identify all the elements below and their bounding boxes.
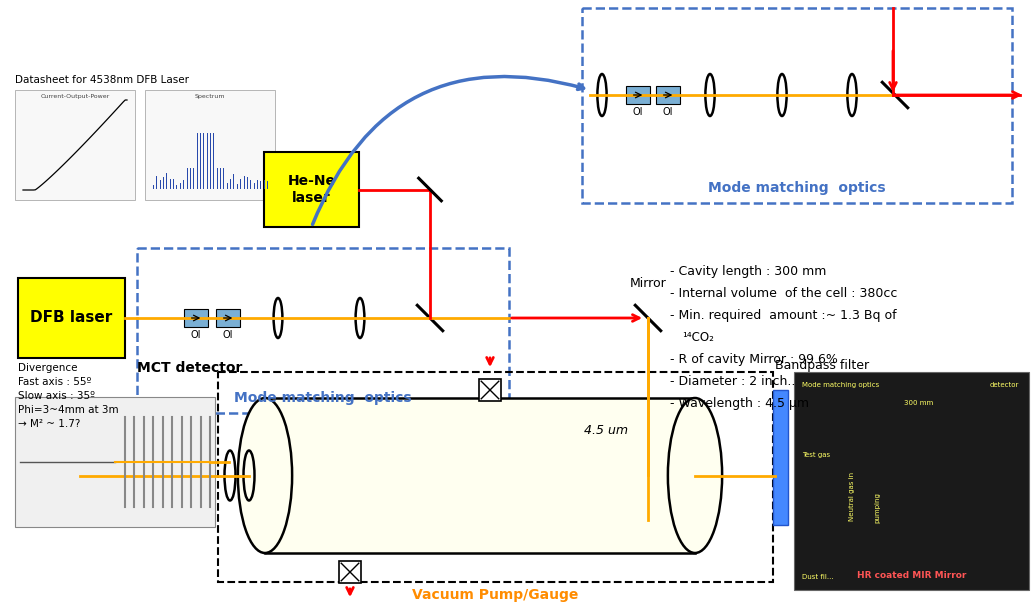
Text: - Diameter : 2 inch..: - Diameter : 2 inch.. [670, 375, 795, 388]
Bar [265, 398, 695, 553]
Bar [16, 397, 215, 527]
Text: - Internal volume  of the cell : 380cc: - Internal volume of the cell : 380cc [670, 287, 898, 300]
Text: HR coated MIR Mirror: HR coated MIR Mirror [857, 571, 966, 580]
Text: Datasheet for 4538nm DFB Laser: Datasheet for 4538nm DFB Laser [16, 75, 189, 85]
Bar [626, 86, 650, 104]
Text: OI: OI [663, 107, 673, 117]
Bar [16, 90, 135, 200]
Text: - Wavelength : 4.5 μm: - Wavelength : 4.5 μm [670, 397, 809, 410]
Text: He-Ne
laser: He-Ne laser [287, 174, 335, 205]
Text: Mirror: Mirror [630, 277, 666, 290]
Text: Spectrum: Spectrum [194, 94, 225, 99]
Text: 300 mm: 300 mm [904, 400, 934, 406]
Text: OI: OI [222, 330, 234, 340]
Text: Current-Output-Power: Current-Output-Power [40, 94, 110, 99]
Bar [479, 379, 501, 401]
Text: Bandpass filter: Bandpass filter [776, 359, 870, 372]
Text: detector: detector [990, 382, 1018, 388]
Bar [145, 90, 275, 200]
Ellipse shape [238, 398, 293, 553]
Bar [216, 309, 240, 327]
Text: - Cavity length : 300 mm: - Cavity length : 300 mm [670, 265, 826, 278]
Text: DFB laser: DFB laser [30, 311, 113, 326]
Text: Neutral gas in: Neutral gas in [849, 472, 855, 521]
Text: MCT detector: MCT detector [138, 361, 243, 375]
Text: OI: OI [633, 107, 643, 117]
Text: ¹⁴CO₂: ¹⁴CO₂ [682, 331, 713, 344]
Text: - Min. required  amount :~ 1.3 Bq of: - Min. required amount :~ 1.3 Bq of [670, 309, 896, 322]
Text: Mode matching  optics: Mode matching optics [234, 391, 412, 405]
Text: pumping: pumping [874, 492, 880, 523]
Text: Mode matching optics: Mode matching optics [802, 382, 879, 388]
Text: Mode matching  optics: Mode matching optics [708, 181, 886, 195]
Text: Dust fil...: Dust fil... [802, 574, 833, 580]
Text: Vacuum Pump/Gauge: Vacuum Pump/Gauge [413, 588, 579, 602]
Bar [218, 372, 773, 582]
Text: Divergence
Fast axis : 55º
Slow axis : 35º
Phi=3~4mm at 3m
→ M² ~ 1.7?: Divergence Fast axis : 55º Slow axis : 3… [18, 363, 119, 429]
Bar [18, 278, 125, 358]
Text: Test gas: Test gas [802, 452, 830, 458]
Text: OI: OI [190, 330, 202, 340]
Bar [794, 372, 1029, 590]
Bar [582, 8, 1012, 203]
Bar [656, 86, 680, 104]
Bar [184, 309, 208, 327]
Text: 4.5 um: 4.5 um [584, 423, 628, 437]
Bar [264, 152, 359, 227]
Bar [339, 561, 361, 583]
Bar [773, 390, 788, 525]
Ellipse shape [668, 398, 722, 553]
Text: - R of cavity Mirror : 99.6%: - R of cavity Mirror : 99.6% [670, 353, 838, 366]
Bar [136, 248, 509, 413]
